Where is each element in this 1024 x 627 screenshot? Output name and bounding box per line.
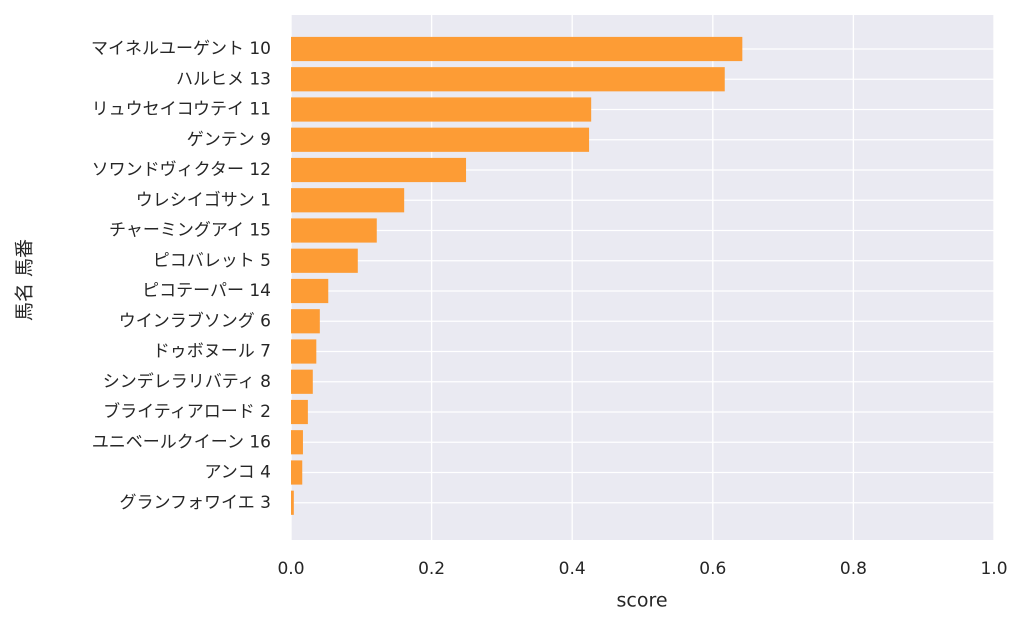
bar [291, 67, 725, 92]
y-tick-label: ピコテーパー 14 [142, 281, 271, 301]
bar [291, 248, 358, 273]
bar [291, 36, 743, 62]
y-tick-label: チャーミングアイ 15 [109, 221, 271, 241]
bar [291, 97, 592, 122]
x-tick-label: 0.6 [699, 559, 726, 579]
y-tick-label: リュウセイコウテイ 11 [92, 100, 271, 120]
y-tick-label: ウレシイゴサン 1 [136, 189, 271, 210]
y-tick-label: ハルヒメ 13 [176, 69, 271, 89]
y-axis-label: 馬名 馬番 [14, 239, 36, 321]
bar [291, 430, 303, 455]
bar [291, 127, 590, 152]
bar [291, 399, 308, 425]
y-tick-label: ドゥボヌール 7 [153, 342, 271, 362]
x-tick-label: 0.8 [840, 559, 867, 579]
y-tick-label: グランフォワイエ 3 [119, 493, 271, 513]
bar [291, 490, 294, 515]
y-tick-label: シンデレラリバティ 8 [103, 371, 271, 392]
bar [291, 339, 317, 364]
y-tick-label: ピコバレット 5 [153, 251, 271, 271]
y-tick-label: ユニベールクイーン 16 [92, 432, 271, 452]
y-tick-label: ウインラブソング 6 [119, 310, 271, 331]
bar [291, 188, 405, 213]
bar [291, 309, 320, 334]
bar [291, 218, 377, 243]
x-tick-label: 0.2 [418, 559, 445, 579]
y-tick-label: マイネルユーゲント 10 [91, 39, 271, 59]
x-axis-label: score [616, 590, 667, 612]
x-tick-label: 0.0 [277, 559, 304, 579]
x-tick-label: 0.4 [559, 559, 586, 579]
y-tick-label: ブライティアロード 2 [103, 401, 271, 422]
bar [291, 157, 467, 183]
bar [291, 278, 329, 304]
y-tick-label: アンコ 4 [204, 463, 271, 483]
bar [291, 369, 313, 394]
plot-area [291, 15, 994, 540]
bar [291, 460, 303, 485]
x-tick-label: 1.0 [980, 559, 1007, 579]
y-tick-label: ゲンテン 9 [187, 130, 271, 150]
y-tick-label: ソワンドヴィクター 12 [92, 160, 271, 180]
